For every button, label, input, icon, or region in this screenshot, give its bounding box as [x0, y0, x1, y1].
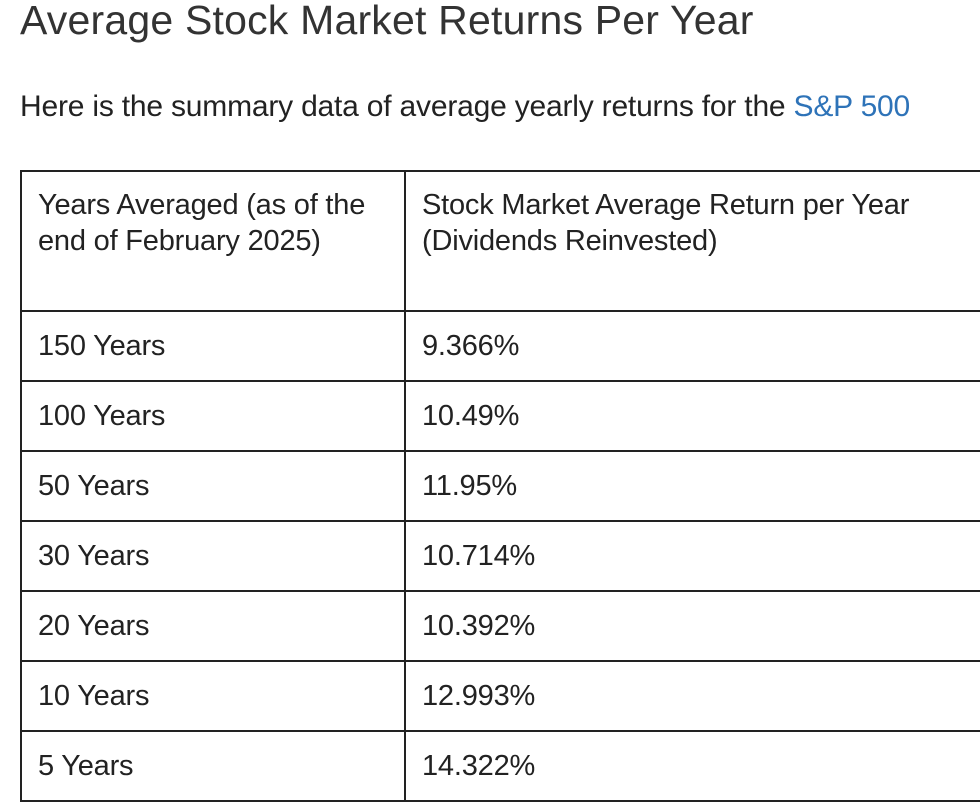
intro-text: Here is the summary data of average year… — [20, 90, 794, 123]
header-years-averaged: Years Averaged (as of the end of Februar… — [20, 170, 406, 312]
years-cell: 100 Years — [20, 380, 406, 452]
return-cell: 12.993% — [404, 660, 980, 732]
header-average-return: Stock Market Average Return per Year (Di… — [404, 170, 980, 312]
return-cell: 14.322% — [404, 730, 980, 802]
years-cell: 10 Years — [20, 660, 406, 732]
return-cell: 11.95% — [404, 450, 980, 522]
table-row: 20 Years 10.392% — [20, 590, 980, 662]
table-header-row: Years Averaged (as of the end of Februar… — [20, 170, 980, 312]
table-row: 30 Years 10.714% — [20, 520, 980, 592]
table-row: 50 Years 11.95% — [20, 450, 980, 522]
years-cell: 150 Years — [20, 310, 406, 382]
table-row: 10 Years 12.993% — [20, 660, 980, 732]
return-cell: 10.392% — [404, 590, 980, 662]
table-row: 100 Years 10.49% — [20, 380, 980, 452]
table-row: 150 Years 9.366% — [20, 310, 980, 382]
table-row: 5 Years 14.322% — [20, 730, 980, 802]
years-cell: 20 Years — [20, 590, 406, 662]
return-cell: 10.714% — [404, 520, 980, 592]
years-cell: 50 Years — [20, 450, 406, 522]
years-cell: 30 Years — [20, 520, 406, 592]
return-cell: 10.49% — [404, 380, 980, 452]
returns-table: Years Averaged (as of the end of Februar… — [20, 170, 980, 802]
return-cell: 9.366% — [404, 310, 980, 382]
sp500-link[interactable]: S&P 500 — [793, 90, 911, 123]
intro-paragraph: Here is the summary data of average year… — [20, 88, 910, 126]
page-title: Average Stock Market Returns Per Year — [20, 0, 754, 43]
years-cell: 5 Years — [20, 730, 406, 802]
